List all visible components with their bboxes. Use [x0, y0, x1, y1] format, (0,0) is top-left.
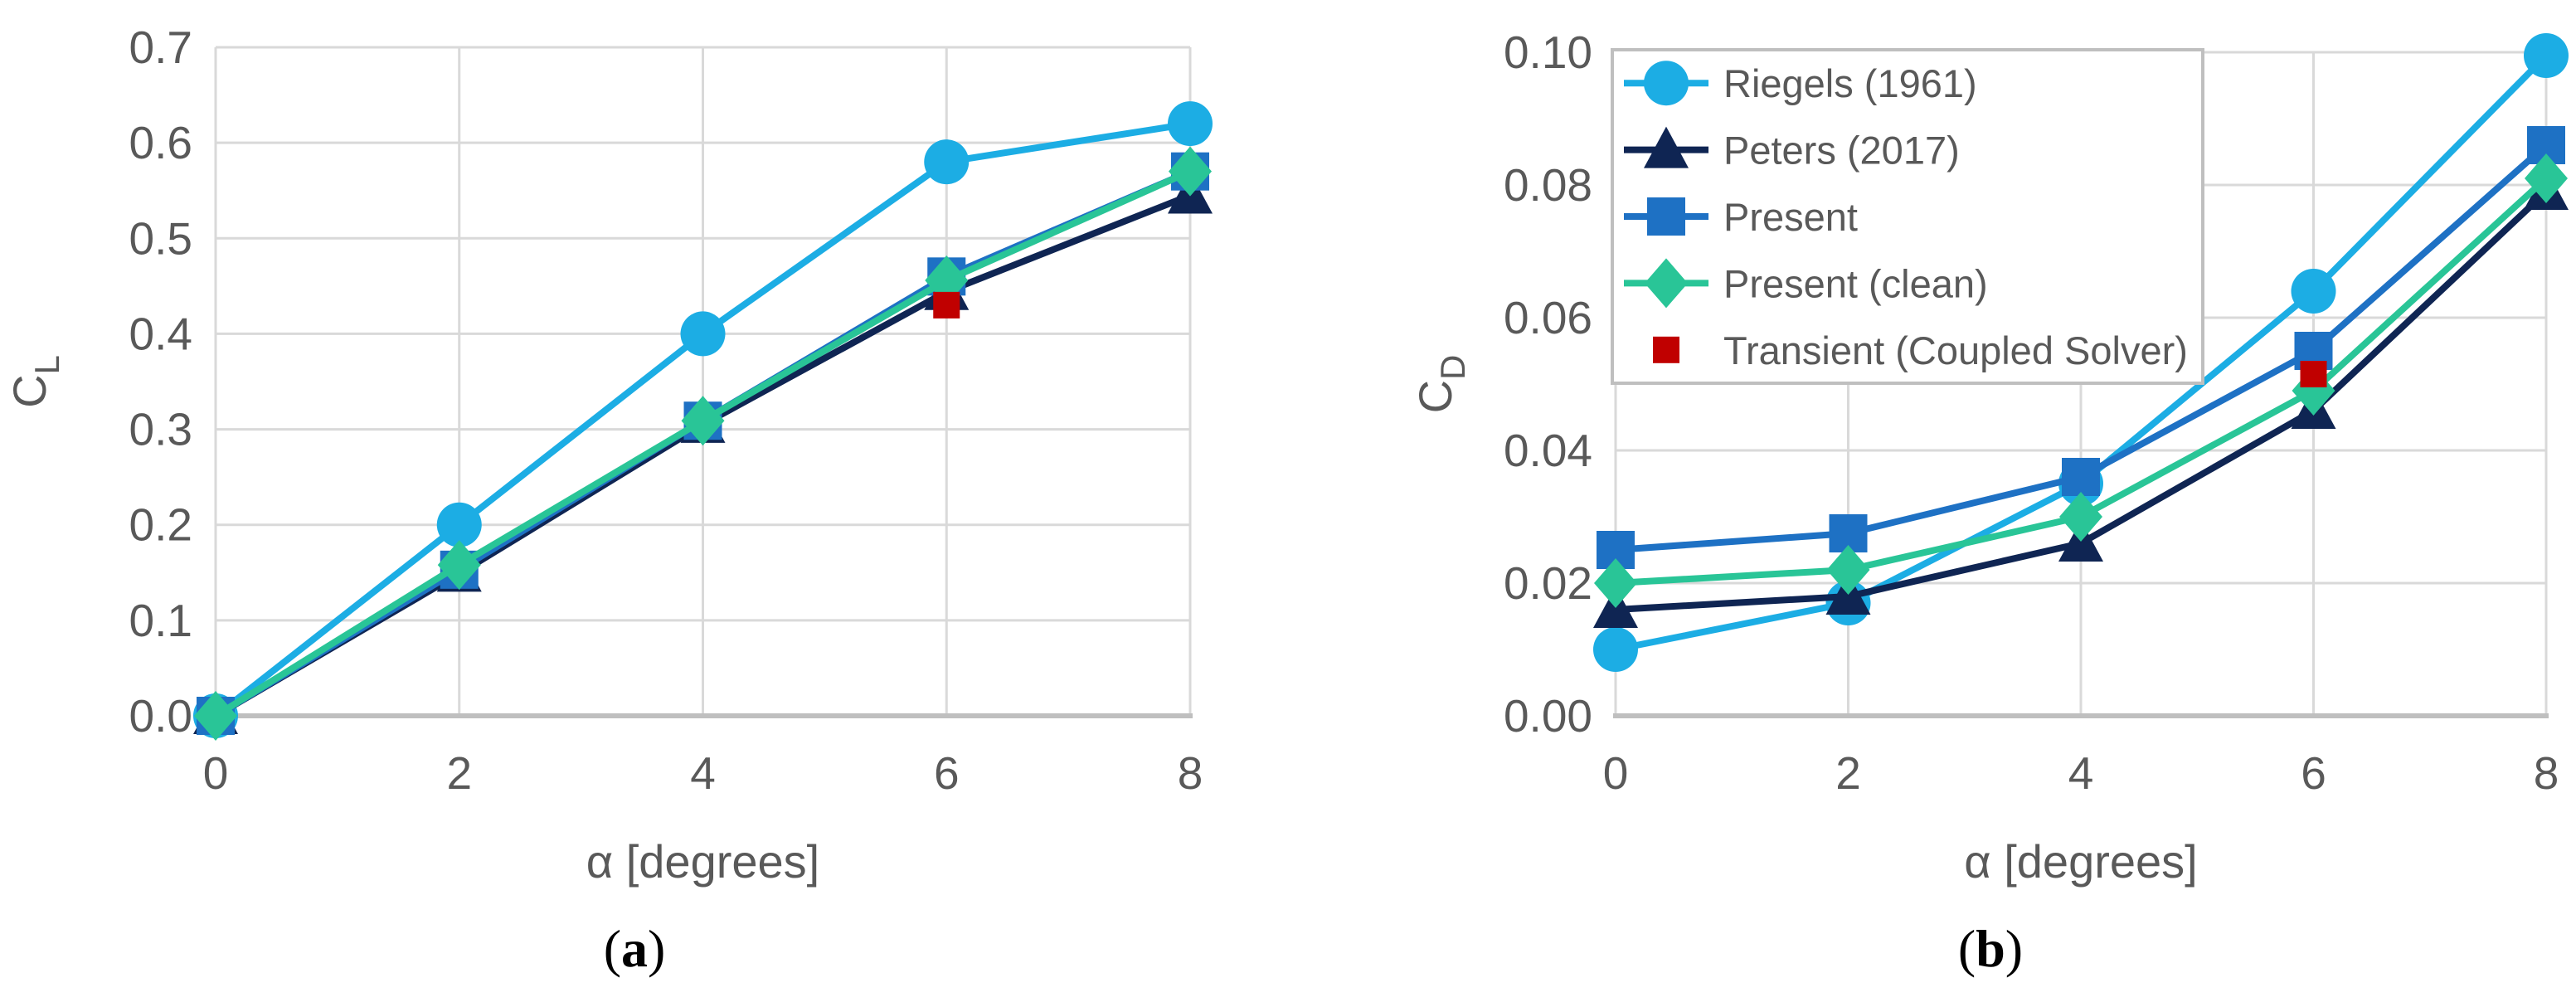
data-point-marker: [2300, 361, 2327, 387]
y-tick-label: 0.5: [129, 212, 192, 264]
legend-marker: [1645, 258, 1688, 309]
data-point-marker: [1594, 558, 1637, 608]
data-point-marker: [933, 291, 960, 319]
y-tick-labels-a: 0.0 0.1 0.2 0.3 0.4 0.5 0.6 0.7: [129, 22, 192, 742]
data-point-marker: [1593, 627, 1638, 672]
data-point-marker: [1826, 545, 1870, 595]
legend-entry: Present (clean): [1624, 258, 1988, 309]
series-riegels-1961: [193, 101, 1213, 738]
data-point-marker: [681, 396, 725, 446]
legend-label: Transient (Coupled Solver): [1723, 328, 2188, 372]
chart-b: 0.00 0.02 0.04 0.06 0.08 0.10 0 2 4 6 8 α [degrees]…: [1409, 27, 2569, 978]
data-point-marker: [2525, 153, 2568, 203]
data-point-marker: [680, 311, 726, 357]
data-point-marker: [2291, 269, 2336, 314]
x-axis-title-a: α [degrees]: [586, 835, 819, 888]
x-tick-label: 4: [690, 747, 716, 799]
legend-entry: Present: [1624, 195, 1858, 239]
x-tick-labels-a: 0 2 4 6 8: [203, 747, 1203, 799]
y-tick-label: 0.7: [129, 22, 192, 73]
panel-caption-a: (a): [604, 919, 666, 978]
x-tick-labels-b: 0 2 4 6 8: [1603, 747, 2559, 799]
x-tick-label: 0: [203, 747, 229, 799]
data-point-marker: [1169, 146, 1212, 197]
y-axis-title-b: CD: [1409, 355, 1472, 414]
y-tick-label: 0.04: [1504, 425, 1592, 476]
chart-a: 0.0 0.1 0.2 0.3 0.4 0.5 0.6 0.7 0 2 4 6 8 α [degrees]…: [3, 22, 1213, 978]
legend-marker: [1647, 197, 1685, 236]
y-tick-label: 0.02: [1504, 557, 1592, 609]
y-tick-label: 0.3: [129, 404, 192, 455]
legend-label: Peters (2017): [1723, 129, 1960, 173]
legend-marker: [1644, 126, 1689, 168]
y-tick-label: 0.00: [1504, 690, 1592, 742]
y-tick-label: 0.08: [1504, 159, 1592, 211]
data-point-marker: [924, 139, 970, 185]
y-tick-label: 0.06: [1504, 292, 1592, 343]
legend-entry: Peters (2017): [1624, 126, 1960, 173]
data-point-marker: [2062, 458, 2100, 496]
series-transient-coupled-solver: [933, 291, 960, 319]
x-tick-label: 2: [446, 747, 472, 799]
data-point-marker: [437, 540, 481, 591]
x-tick-label: 4: [2068, 747, 2094, 799]
legend-entry: Riegels (1961): [1624, 61, 1977, 106]
x-tick-label: 8: [1178, 747, 1203, 799]
y-tick-label: 0.6: [129, 117, 192, 168]
x-tick-label: 6: [2301, 747, 2326, 799]
x-axis-title-b: α [degrees]: [1964, 835, 2197, 888]
y-axis-title-a: CL: [3, 355, 66, 408]
y-tick-label: 0.10: [1504, 27, 1592, 78]
panel-caption-b: (b): [1958, 919, 2023, 978]
series-transient-coupled-solver: [2300, 361, 2327, 387]
legend-label: Present: [1723, 195, 1858, 239]
x-tick-label: 8: [2534, 747, 2559, 799]
data-point-marker: [1168, 101, 1213, 147]
y-tick-label: 0.0: [129, 690, 192, 742]
legend-marker: [1644, 61, 1689, 106]
legend-box: [1611, 48, 2204, 385]
legend: Riegels (1961) Peters (2017) Present Presen…: [1611, 48, 2204, 385]
x-tick-label: 6: [934, 747, 960, 799]
data-point-marker: [194, 691, 237, 741]
y-tick-label: 0.2: [129, 499, 192, 551]
y-tick-label: 0.1: [129, 595, 192, 646]
data-point-marker: [2059, 492, 2102, 542]
legend-label: Present (clean): [1723, 261, 1988, 305]
legend-marker: [1653, 336, 1679, 363]
y-tick-label: 0.4: [129, 308, 192, 359]
x-tick-label: 0: [1603, 747, 1629, 799]
legend-entry: Transient (Coupled Solver): [1653, 328, 2188, 372]
legend-label: Riegels (1961): [1723, 61, 1977, 105]
data-point-marker: [2524, 33, 2569, 78]
x-tick-label: 2: [1835, 747, 1861, 799]
data-point-marker: [436, 502, 482, 547]
series-present-clean: [194, 146, 1212, 741]
y-tick-labels-b: 0.00 0.02 0.04 0.06 0.08 0.10: [1504, 27, 1592, 742]
